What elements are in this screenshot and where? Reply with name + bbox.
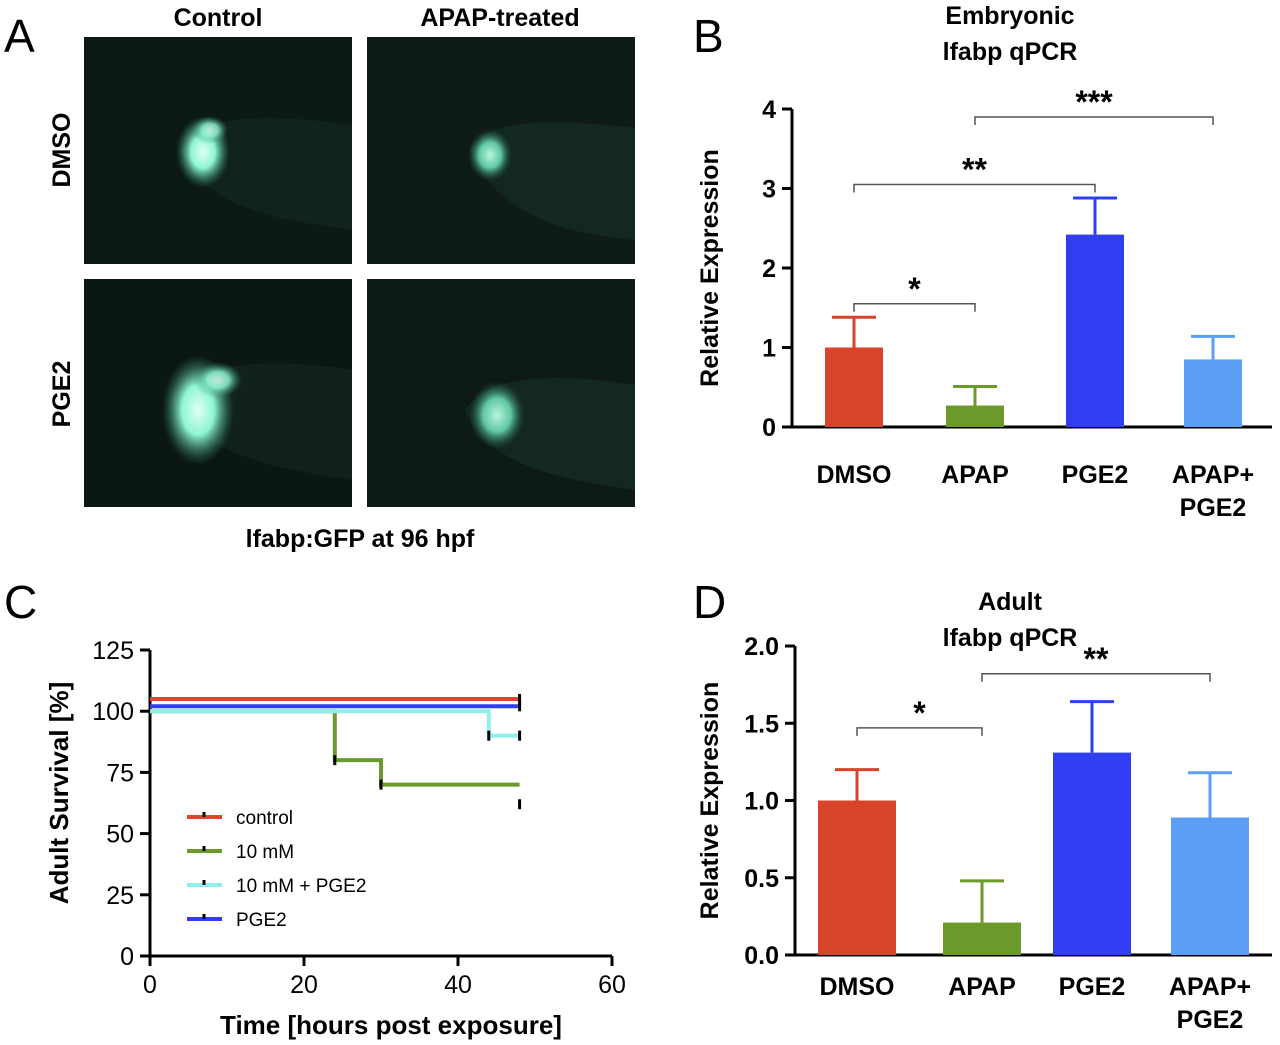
significance-stars: ** bbox=[1084, 641, 1109, 677]
chart-title: Embryonic bbox=[945, 2, 1074, 30]
col-label-control: Control bbox=[174, 4, 263, 32]
panel-letter-b: B bbox=[693, 10, 724, 62]
significance-bracket bbox=[856, 727, 983, 736]
x-tick-label: PGE2 bbox=[1059, 973, 1126, 1001]
x-tick-label: APAP bbox=[948, 973, 1016, 1001]
x-tick-label: APAP+ bbox=[1169, 973, 1251, 1001]
x-tick-label: DMSO bbox=[820, 973, 895, 1001]
row-label-dmso: DMSO bbox=[48, 113, 76, 188]
x-tick-label: PGE2 bbox=[1180, 494, 1247, 522]
panel-letter-d: D bbox=[693, 576, 726, 628]
bar bbox=[1053, 752, 1131, 955]
x-tick-label: 60 bbox=[598, 971, 626, 999]
legend-label: 10 mM bbox=[236, 842, 294, 863]
y-tick-label: 2.0 bbox=[744, 633, 779, 661]
x-tick-label: 0 bbox=[143, 971, 157, 999]
bar bbox=[1171, 817, 1249, 955]
legend-label: 10 mM + PGE2 bbox=[236, 876, 366, 897]
y-tick-label: 0.5 bbox=[744, 865, 779, 893]
panel-a-caption: lfabp:GFP at 96 hpf bbox=[246, 525, 475, 553]
liver-gfp-signal bbox=[469, 381, 525, 449]
y-tick-label: 1.5 bbox=[744, 710, 779, 738]
bar bbox=[943, 922, 1021, 955]
chart-adult-survival: 0 25 50 75 100 125 0 20 40 60 Time [hours post exp… bbox=[44, 637, 626, 1040]
significance-bracket bbox=[981, 673, 1211, 682]
bar bbox=[1066, 234, 1124, 427]
y-tick-label: 0.0 bbox=[744, 942, 779, 970]
significance-stars: ** bbox=[962, 152, 987, 188]
significance-stars: * bbox=[908, 271, 921, 307]
y-tick-label: 50 bbox=[106, 821, 134, 849]
y-tick-label: 1 bbox=[762, 335, 776, 363]
y-tick-label: 1.0 bbox=[744, 788, 779, 816]
y-axis-label: Relative Expression bbox=[696, 149, 724, 387]
y-tick-label: 2 bbox=[762, 255, 776, 283]
y-tick-label: 4 bbox=[762, 96, 776, 124]
legend-label: PGE2 bbox=[236, 910, 287, 931]
survival-line bbox=[150, 709, 520, 738]
x-tick-label: APAP bbox=[941, 461, 1009, 489]
chart-embryonic-qpcr: Embryonic lfabp qPCR Relative Expression 0 1… bbox=[696, 2, 1272, 522]
y-tick-label: 125 bbox=[92, 637, 134, 665]
panel-a: Control APAP-treated DMSO PGE2 lfabp:GFP… bbox=[48, 4, 635, 553]
row-label-pge2: PGE2 bbox=[48, 361, 76, 428]
bar bbox=[818, 800, 896, 955]
x-tick-label: PGE2 bbox=[1062, 461, 1129, 489]
significance-bracket bbox=[853, 183, 1096, 193]
y-tick-label: 0 bbox=[120, 943, 134, 971]
legend-label: control bbox=[236, 808, 293, 829]
significance-stars: * bbox=[913, 695, 926, 731]
survival-line bbox=[150, 709, 520, 787]
y-tick-label: 75 bbox=[106, 759, 134, 787]
x-tick-label: DMSO bbox=[817, 461, 892, 489]
x-tick-label: 20 bbox=[290, 971, 318, 999]
x-tick-label: PGE2 bbox=[1177, 1006, 1244, 1034]
y-tick-label: 0 bbox=[762, 414, 776, 442]
x-tick-label: 40 bbox=[444, 971, 472, 999]
bar bbox=[1184, 359, 1242, 427]
significance-bracket bbox=[853, 303, 976, 312]
y-tick-label: 100 bbox=[92, 698, 134, 726]
chart-title: Adult bbox=[978, 588, 1043, 616]
y-tick-label: 25 bbox=[106, 882, 134, 910]
liver-gfp-signal bbox=[468, 129, 512, 181]
bar bbox=[946, 405, 1004, 427]
liver-gfp-signal bbox=[192, 116, 228, 144]
y-axis-label: Relative Expression bbox=[696, 682, 724, 920]
col-label-apap: APAP-treated bbox=[420, 4, 579, 32]
chart-title: lfabp qPCR bbox=[943, 38, 1078, 66]
y-axis-label: Adult Survival [%] bbox=[44, 682, 74, 904]
bar bbox=[825, 347, 883, 427]
x-axis-label: Time [hours post exposure] bbox=[220, 1010, 562, 1040]
panel-letter-c: C bbox=[4, 576, 37, 628]
chart-title: lfabp qPCR bbox=[943, 624, 1078, 652]
significance-stars: *** bbox=[1075, 84, 1113, 120]
significance-bracket bbox=[974, 116, 1214, 125]
y-tick-label: 3 bbox=[762, 176, 776, 204]
panel-letter-a: A bbox=[4, 10, 35, 62]
liver-gfp-signal bbox=[194, 362, 242, 398]
x-tick-label: APAP+ bbox=[1172, 461, 1254, 489]
chart-adult-qpcr: Adult lfabp qPCR Relative Expression 0.0 0.5… bbox=[696, 588, 1272, 1034]
